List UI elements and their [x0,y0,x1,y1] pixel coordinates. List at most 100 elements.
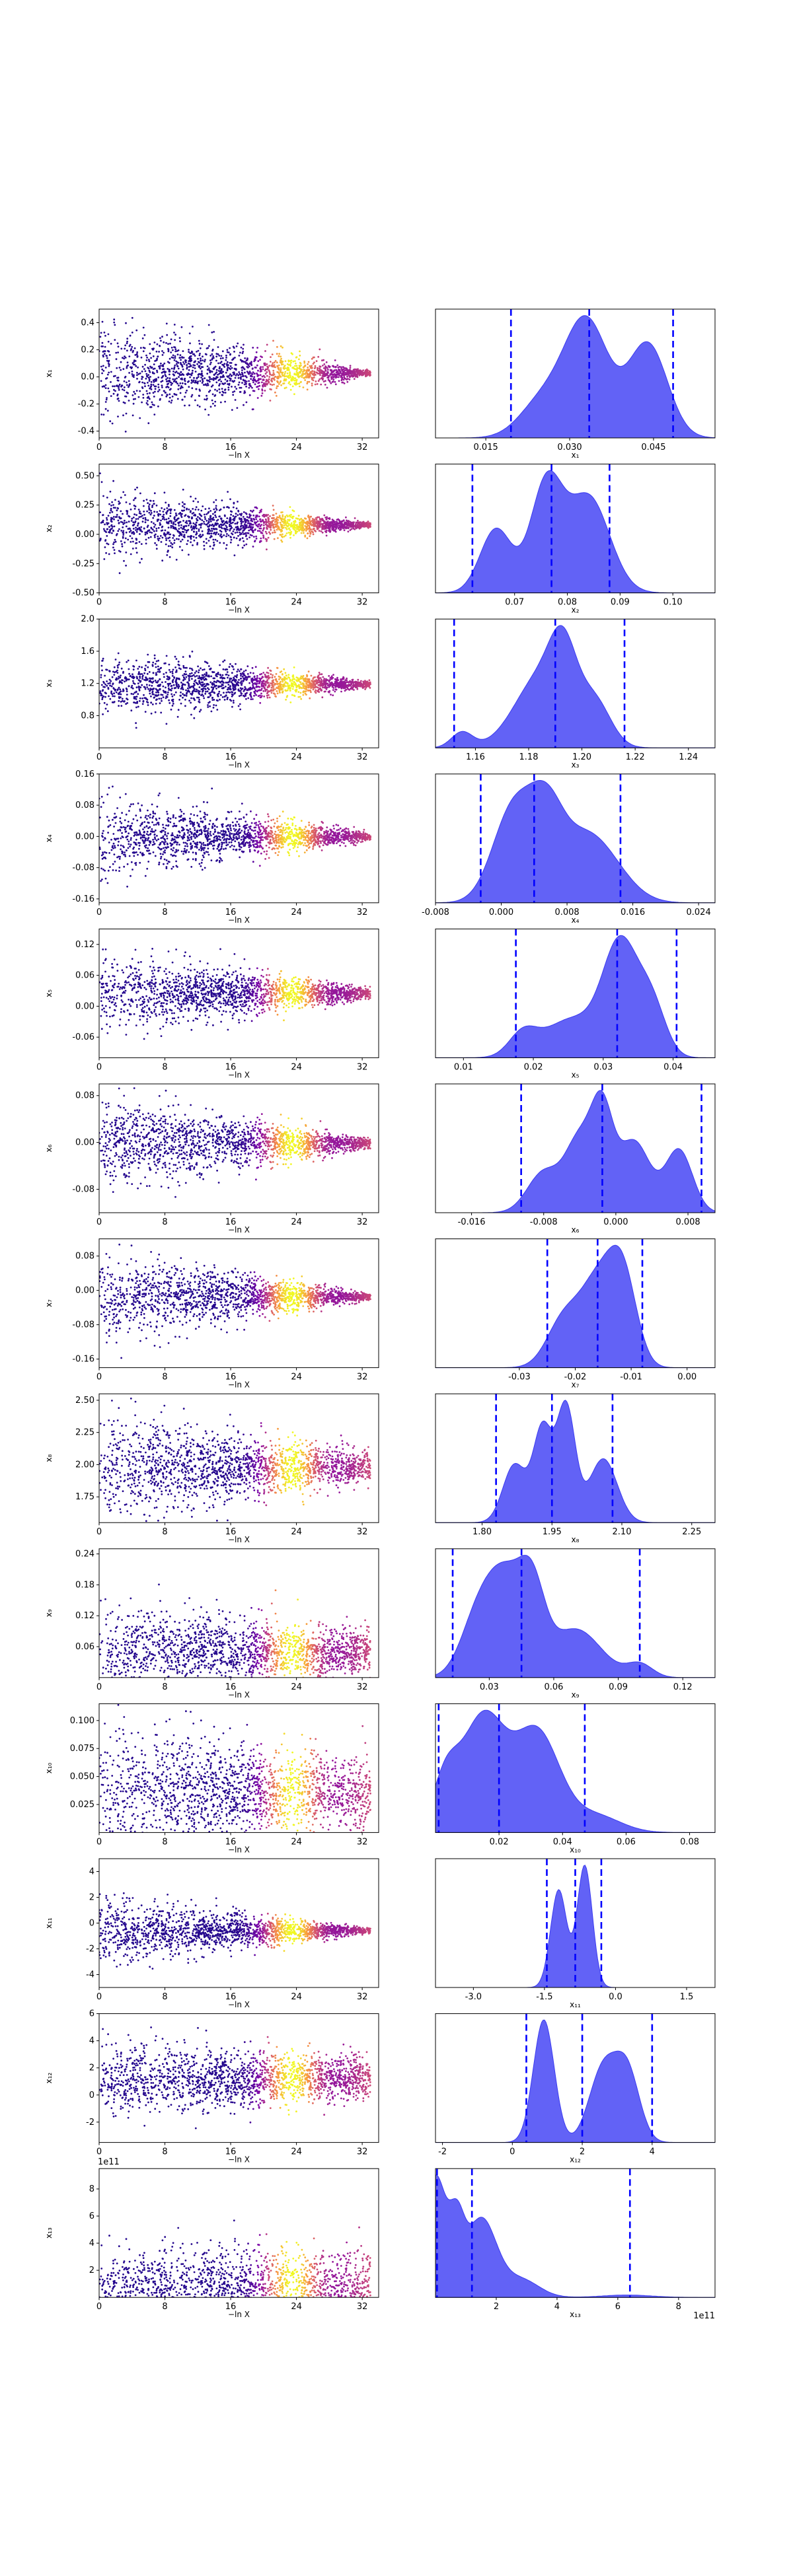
trace-point [214,400,217,403]
trace-point [312,363,315,365]
trace-point [365,368,368,371]
trace-point [184,396,186,398]
trace-point [122,368,125,371]
trace-point [210,535,212,537]
trace-point [332,376,335,378]
trace-point [366,521,368,524]
trace-point [299,524,301,526]
trace-point [126,340,129,343]
trace-point [103,332,106,334]
trace-point [299,363,302,365]
trace-point [239,672,242,675]
trace-point [233,536,235,539]
trace-point [212,525,215,527]
trace-point [269,532,272,535]
trace-point [180,385,182,388]
trace-point [219,362,221,364]
trace-point [314,367,317,369]
trace-point [303,362,306,364]
trace-point [284,672,287,674]
trace-point [272,525,274,527]
trace-point [143,368,145,370]
trace-point [285,526,287,529]
trace-point [151,371,154,374]
trace-point [319,365,322,368]
trace-point [119,676,122,679]
trace-point [148,509,151,511]
trace-point [343,524,345,526]
trace-point [224,378,227,380]
trace-point [126,521,128,524]
trace-point [198,692,200,694]
trace-xtick-label: 24 [291,598,302,608]
trace-point [206,520,208,522]
trace-point [166,554,169,556]
trace-point [160,530,163,532]
trace-point [163,513,165,516]
trace-point [264,520,266,523]
trace-point [213,680,215,683]
trace-point [274,688,276,690]
trace-point [112,670,114,673]
trace-point [284,371,287,373]
trace-point [246,359,248,361]
trace-point [257,525,259,528]
trace-point [254,356,256,358]
trace-point [213,671,215,673]
trace-point [104,674,106,677]
trace-point [175,559,178,561]
trace-point [166,511,169,513]
trace-point [260,532,262,534]
trace-point [266,380,268,382]
trace-point [146,532,149,534]
trace-point [285,386,287,389]
trace-point [230,536,232,538]
trace-point [101,341,104,344]
trace-point [157,405,159,408]
trace-point [117,397,120,400]
trace-point [151,404,154,406]
trace-point [150,380,153,383]
trace-point [330,372,332,375]
trace-point [136,524,139,527]
trace-point [252,523,254,526]
trace-point [318,516,321,519]
trace-point [182,531,185,533]
trace-point [229,692,231,694]
trace-point [289,375,291,377]
trace-point [101,690,104,692]
trace-point [289,524,292,527]
trace-point [260,520,263,522]
trace-point [273,538,276,540]
trace-point [178,524,180,527]
trace-point [125,564,128,567]
trace-point [167,526,170,529]
trace-point [241,366,244,369]
trace-point [299,365,301,368]
trace-point [261,392,264,394]
trace-point [206,690,209,693]
trace-point [142,517,145,520]
trace-point [110,505,112,507]
trace-point [209,681,212,684]
trace-point [321,526,323,528]
trace-point [346,527,348,529]
trace-point [168,505,170,507]
trace-point [276,361,278,364]
trace-point [116,367,118,369]
trace-point [170,542,172,544]
trace-point [180,359,182,361]
trace-point [317,674,320,677]
trace-point [266,540,268,542]
trace-point [184,528,186,531]
trace-point [156,371,159,373]
trace-point [268,696,271,699]
trace-point [108,350,110,353]
trace-point [213,544,215,547]
trace-point [291,517,294,519]
trace-point [259,680,262,682]
trace-point [122,526,124,528]
trace-point [188,332,191,335]
trace-point [184,666,186,669]
trace-point [224,521,227,523]
